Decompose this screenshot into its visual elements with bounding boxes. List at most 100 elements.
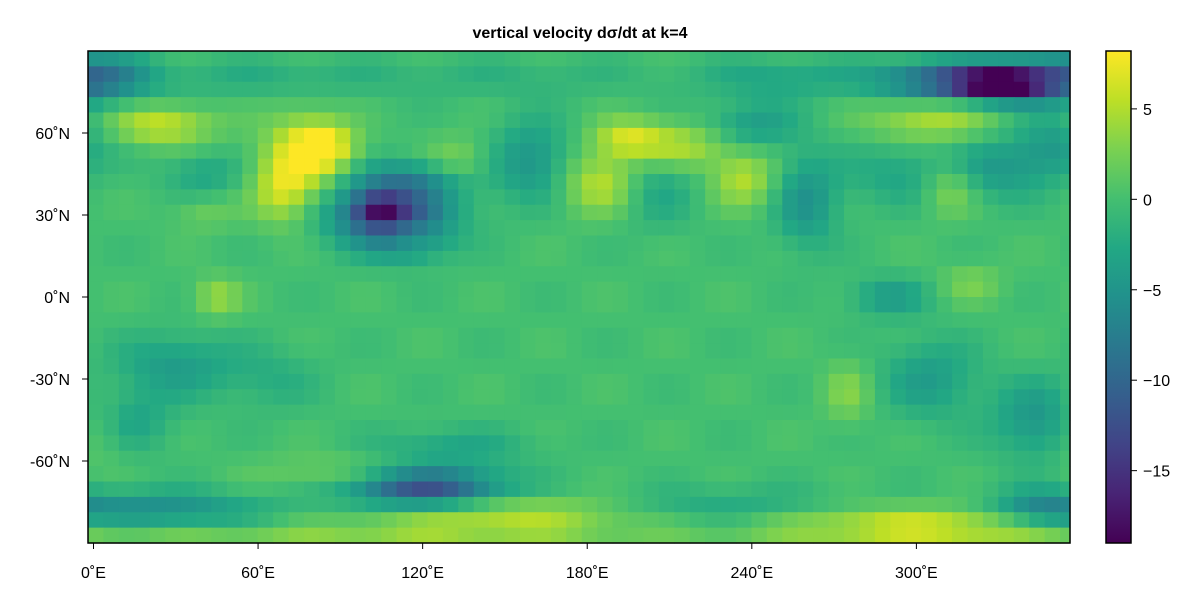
heat-cell (458, 404, 475, 421)
heat-cell (473, 389, 490, 406)
heat-cell (813, 466, 830, 483)
heat-cell (982, 312, 999, 329)
heat-cell (844, 496, 861, 513)
heat-cell (705, 158, 722, 175)
heat-cell (952, 404, 969, 421)
heat-cell (1029, 266, 1046, 283)
heat-cell (134, 143, 151, 160)
heat-cell (766, 389, 783, 406)
heat-cell (936, 266, 953, 283)
heat-cell (612, 481, 629, 498)
heat-cell (982, 97, 999, 114)
heat-cell (118, 481, 135, 498)
heat-cell (628, 389, 645, 406)
heat-cell (859, 51, 876, 67)
heat-cell (859, 220, 876, 237)
heat-cell (165, 81, 182, 98)
heat-cell (226, 466, 243, 483)
heat-cell (967, 127, 984, 144)
heat-cell (458, 481, 475, 498)
heat-cell (334, 312, 351, 329)
heat-cell (504, 466, 521, 483)
heat-cell (859, 450, 876, 467)
heat-cell (1060, 373, 1071, 390)
heat-cell (782, 327, 799, 344)
heat-cell (304, 174, 321, 190)
heat-cell (334, 158, 351, 175)
heat-cell (859, 174, 876, 190)
heat-cell (766, 343, 783, 360)
heat-cell (489, 235, 506, 252)
heat-cell (612, 189, 629, 206)
heat-cell (88, 127, 105, 144)
heat-cell (288, 373, 305, 390)
heat-cell (797, 527, 814, 544)
heat-cell (334, 250, 351, 267)
heat-cell (226, 112, 243, 129)
heat-cell (1013, 481, 1030, 498)
heat-cell (890, 312, 907, 329)
heat-cell (1060, 127, 1071, 144)
heat-cell (998, 174, 1015, 190)
heat-cell (905, 404, 922, 421)
heat-cell (273, 281, 290, 298)
heat-cell (196, 481, 213, 498)
heat-cell (180, 327, 197, 344)
heat-cell (427, 143, 444, 160)
heat-cell (1044, 420, 1061, 436)
heat-cell (242, 527, 259, 544)
heat-cell (1029, 527, 1046, 544)
heat-cell (566, 481, 583, 498)
heat-cell (489, 143, 506, 160)
heat-cell (412, 373, 429, 390)
heat-cell (196, 97, 213, 114)
heat-cell (628, 127, 645, 144)
heat-cell (905, 81, 922, 98)
heat-cell (705, 481, 722, 498)
heat-cell (396, 127, 413, 144)
heat-cell (921, 51, 938, 67)
heat-cell (196, 358, 213, 375)
heat-cell (828, 81, 845, 98)
heat-cell (658, 143, 675, 160)
heat-cell (890, 204, 907, 221)
heat-cell (828, 112, 845, 129)
heat-cell (334, 174, 351, 190)
heat-cell (88, 174, 105, 190)
heat-cell (952, 281, 969, 298)
heat-cell (381, 435, 398, 452)
heat-cell (242, 297, 259, 313)
heat-cell (520, 512, 537, 529)
heat-cell (489, 343, 506, 360)
heat-cell (334, 466, 351, 483)
heat-cell (381, 481, 398, 498)
heat-cell (381, 466, 398, 483)
heat-cell (550, 51, 567, 67)
heat-cell (381, 250, 398, 267)
heat-cell (874, 297, 891, 313)
heat-cell (874, 466, 891, 483)
heat-cell (643, 512, 660, 529)
heat-cell (967, 143, 984, 160)
heat-cell (998, 66, 1015, 83)
heat-cell (766, 66, 783, 83)
heat-cell (998, 481, 1015, 498)
heat-cell (936, 435, 953, 452)
heat-cell (751, 358, 768, 375)
heat-cell (489, 281, 506, 298)
heat-cell (211, 97, 228, 114)
heat-cell (628, 235, 645, 252)
heat-cell (520, 343, 537, 360)
heat-cell (180, 250, 197, 267)
heat-cell (319, 481, 336, 498)
heat-cell (458, 358, 475, 375)
heat-cell (226, 420, 243, 436)
heat-cell (149, 389, 166, 406)
heat-cell (458, 420, 475, 436)
heat-cell (134, 297, 151, 313)
x-axis: 0˚E 60˚E 120˚E 180˚E 240˚E 300˚E (81, 543, 938, 582)
heat-cell (442, 358, 459, 375)
heat-cell (273, 112, 290, 129)
heat-cell (982, 466, 999, 483)
heat-cell (288, 127, 305, 144)
